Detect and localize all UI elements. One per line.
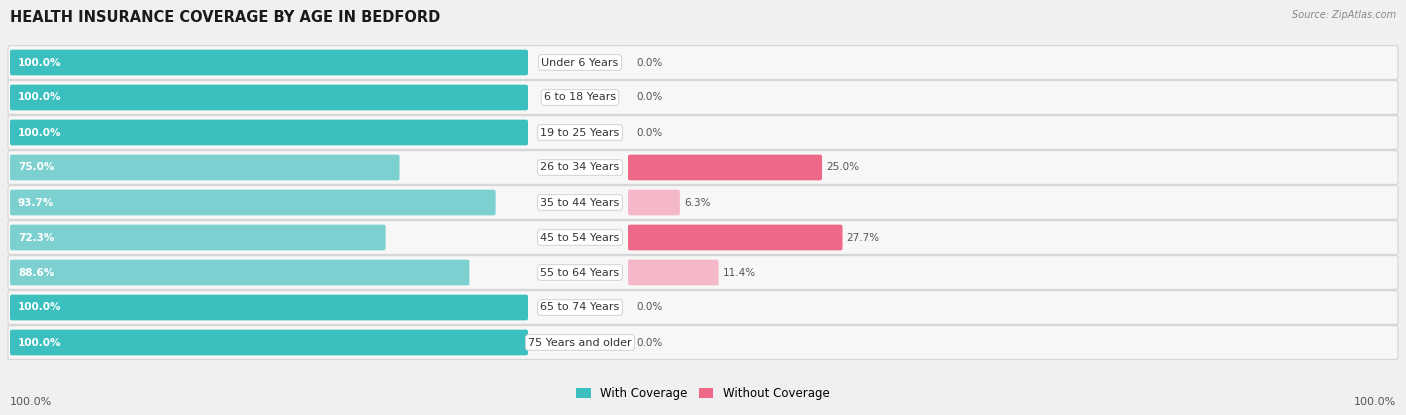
FancyBboxPatch shape <box>10 190 496 215</box>
FancyBboxPatch shape <box>10 260 470 286</box>
Text: 100.0%: 100.0% <box>1354 397 1396 407</box>
Text: 27.7%: 27.7% <box>846 232 880 242</box>
Text: 45 to 54 Years: 45 to 54 Years <box>540 232 620 242</box>
Text: 0.0%: 0.0% <box>636 93 662 103</box>
FancyBboxPatch shape <box>10 120 529 145</box>
FancyBboxPatch shape <box>8 326 1398 359</box>
Text: 19 to 25 Years: 19 to 25 Years <box>540 127 620 137</box>
Text: 75.0%: 75.0% <box>18 163 55 173</box>
Text: 0.0%: 0.0% <box>636 303 662 312</box>
FancyBboxPatch shape <box>628 190 681 215</box>
Text: 100.0%: 100.0% <box>10 397 52 407</box>
FancyBboxPatch shape <box>10 330 529 355</box>
Text: 55 to 64 Years: 55 to 64 Years <box>540 268 620 278</box>
Text: 35 to 44 Years: 35 to 44 Years <box>540 198 620 208</box>
Text: 0.0%: 0.0% <box>636 58 662 68</box>
Text: 93.7%: 93.7% <box>18 198 55 208</box>
Text: 100.0%: 100.0% <box>18 337 62 347</box>
Text: HEALTH INSURANCE COVERAGE BY AGE IN BEDFORD: HEALTH INSURANCE COVERAGE BY AGE IN BEDF… <box>10 10 440 25</box>
Text: 6 to 18 Years: 6 to 18 Years <box>544 93 616 103</box>
Text: 6.3%: 6.3% <box>683 198 710 208</box>
FancyBboxPatch shape <box>628 225 842 250</box>
FancyBboxPatch shape <box>628 155 823 181</box>
Legend: With Coverage, Without Coverage: With Coverage, Without Coverage <box>572 383 834 405</box>
FancyBboxPatch shape <box>8 151 1398 184</box>
FancyBboxPatch shape <box>10 50 529 76</box>
Text: 88.6%: 88.6% <box>18 268 55 278</box>
Text: 100.0%: 100.0% <box>18 303 62 312</box>
Text: Source: ZipAtlas.com: Source: ZipAtlas.com <box>1292 10 1396 20</box>
FancyBboxPatch shape <box>8 221 1398 254</box>
Text: 26 to 34 Years: 26 to 34 Years <box>540 163 620 173</box>
Text: 0.0%: 0.0% <box>636 127 662 137</box>
FancyBboxPatch shape <box>628 260 718 286</box>
FancyBboxPatch shape <box>8 116 1398 149</box>
Text: Under 6 Years: Under 6 Years <box>541 58 619 68</box>
Text: 72.3%: 72.3% <box>18 232 55 242</box>
Text: 100.0%: 100.0% <box>18 93 62 103</box>
FancyBboxPatch shape <box>8 186 1398 220</box>
Text: 11.4%: 11.4% <box>723 268 756 278</box>
Text: 100.0%: 100.0% <box>18 58 62 68</box>
Text: 0.0%: 0.0% <box>636 337 662 347</box>
FancyBboxPatch shape <box>8 256 1398 289</box>
FancyBboxPatch shape <box>8 46 1398 79</box>
Text: 75 Years and older: 75 Years and older <box>529 337 631 347</box>
Text: 25.0%: 25.0% <box>825 163 859 173</box>
FancyBboxPatch shape <box>10 295 529 320</box>
FancyBboxPatch shape <box>10 85 529 110</box>
FancyBboxPatch shape <box>8 81 1398 115</box>
FancyBboxPatch shape <box>10 155 399 181</box>
Text: 65 to 74 Years: 65 to 74 Years <box>540 303 620 312</box>
Text: 100.0%: 100.0% <box>18 127 62 137</box>
FancyBboxPatch shape <box>10 225 385 250</box>
FancyBboxPatch shape <box>8 290 1398 325</box>
